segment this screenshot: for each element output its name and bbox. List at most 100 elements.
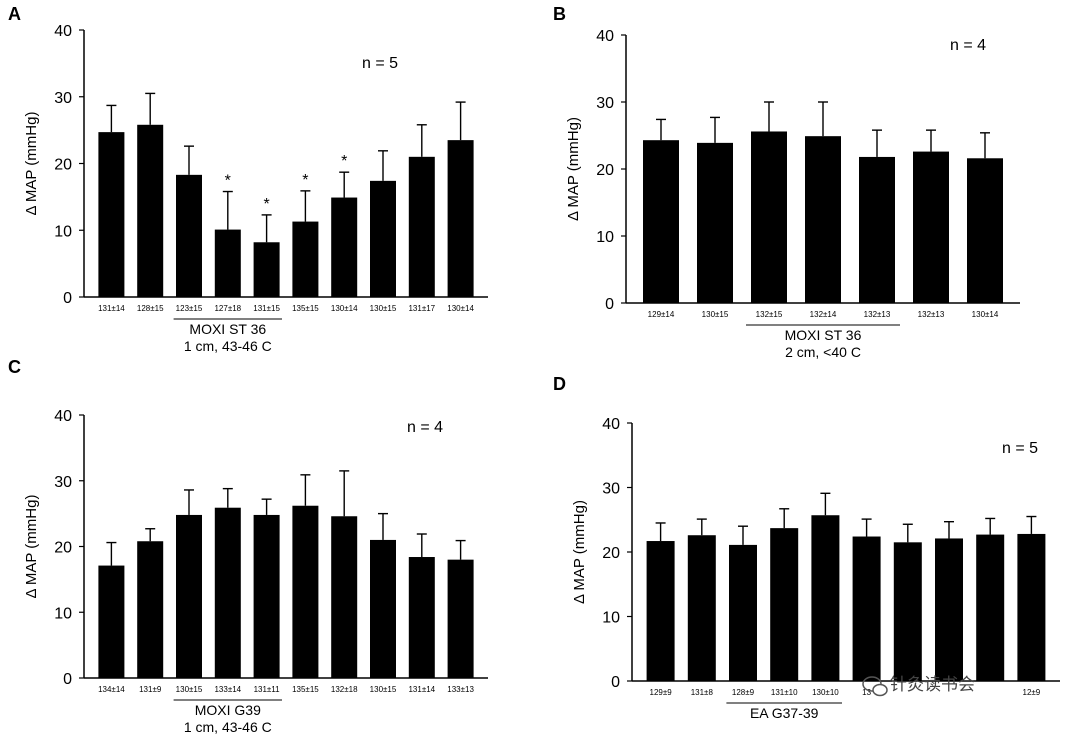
- bar: [811, 515, 840, 681]
- y-tick-label: 20: [54, 540, 72, 557]
- bar: [292, 221, 319, 297]
- x-tick-label: 127±18: [214, 304, 241, 313]
- sample-size-label: n = 5: [1002, 440, 1038, 457]
- wechat-icon: [862, 676, 888, 697]
- y-axis-label: Δ MAP (mmHg): [571, 500, 588, 604]
- chart-panel-b: B 0 10 20 30 40 Δ MAP (mmHg) n = 4 129±14 130±15 1…: [553, 4, 1020, 360]
- bar: [852, 536, 881, 681]
- bar: [176, 514, 202, 678]
- x-tick-label: 123±15: [176, 304, 203, 313]
- x-tick-label: 130±15: [370, 685, 397, 694]
- x-tick-label: 130±15: [702, 310, 729, 319]
- bar: [646, 541, 675, 681]
- y-tick-label: 10: [54, 605, 72, 622]
- bar: [976, 534, 1005, 681]
- wechat-icon-bubble-small: [872, 683, 888, 697]
- x-tick-label: 130±14: [331, 304, 358, 313]
- x-tick-label: 131±8: [691, 688, 714, 697]
- x-tick-label: 13: [862, 688, 871, 697]
- x-tick-label: 135±15: [292, 685, 319, 694]
- bar: [253, 242, 280, 297]
- x-tick-label: 133±14: [214, 685, 241, 694]
- group-label: MOXI ST 36: [189, 321, 266, 337]
- significance-marker: *: [341, 153, 347, 170]
- y-axis-label: Δ MAP (mmHg): [23, 495, 40, 599]
- bar: [697, 142, 733, 303]
- panel-letter: D: [553, 374, 566, 394]
- y-tick-label: 40: [596, 28, 614, 45]
- bar: [1017, 533, 1046, 681]
- sample-size-label: n = 4: [950, 37, 986, 54]
- x-tick-label: 132±15: [756, 310, 783, 319]
- bar: [447, 559, 474, 678]
- y-tick-label: 10: [602, 610, 620, 627]
- bar: [967, 158, 1003, 303]
- bar: [751, 131, 787, 303]
- y-tick-label: 20: [602, 545, 620, 562]
- sample-size-label: n = 4: [407, 419, 443, 436]
- y-tick-label: 30: [602, 481, 620, 498]
- panel-letter: B: [553, 4, 566, 24]
- x-tick-label: 132±14: [810, 310, 837, 319]
- bar: [859, 156, 895, 303]
- y-tick-label: 0: [605, 296, 614, 313]
- x-tick-label: 130±14: [447, 304, 474, 313]
- y-tick-label: 20: [596, 162, 614, 179]
- bar: [98, 565, 125, 678]
- chart-panel-a: A 0 10 20 30 40 Δ MAP (mmHg) n = 5 131±14 128±15 1…: [8, 4, 488, 354]
- x-tick-label: 131±14: [408, 685, 435, 694]
- group-label: MOXI ST 36: [785, 327, 862, 343]
- bar: [643, 140, 679, 303]
- bar: [729, 544, 757, 681]
- x-tick-label: 128±15: [137, 304, 164, 313]
- group-condition-label: 1 cm, 43-46 C: [184, 719, 272, 735]
- bar: [408, 557, 435, 678]
- x-tick-label: 130±15: [370, 304, 397, 313]
- y-tick-label: 40: [54, 408, 72, 425]
- x-tick-label: 135±15: [292, 304, 319, 313]
- x-tick-label: 12±9: [1023, 688, 1041, 697]
- x-tick-label: 129±14: [648, 310, 675, 319]
- x-tick-label: 131±9: [139, 685, 162, 694]
- y-tick-label: 10: [54, 223, 72, 240]
- bar: [935, 538, 963, 681]
- x-tick-label: 132±13: [918, 310, 945, 319]
- x-tick-label: 131±14: [98, 304, 125, 313]
- y-tick-label: 40: [54, 23, 72, 40]
- x-tick-label: 131±11: [254, 685, 281, 694]
- group-label: MOXI G39: [195, 702, 261, 718]
- sample-size-label: n = 5: [362, 55, 398, 72]
- x-tick-label: 132±13: [864, 310, 891, 319]
- bar: [408, 156, 435, 297]
- bar: [770, 528, 799, 681]
- bar: [214, 507, 241, 678]
- x-tick-label: 132±18: [331, 685, 358, 694]
- y-tick-label: 0: [63, 290, 72, 307]
- y-tick-label: 40: [602, 416, 620, 433]
- x-tick-label: 131±17: [408, 304, 435, 313]
- panel-letter: C: [8, 357, 21, 377]
- bar: [214, 229, 241, 297]
- chart-panel-c: C 0 10 20 30 40 Δ MAP (mmHg) n = 4 134±14 131±9 13…: [8, 357, 488, 735]
- watermark-text: 针灸读书会: [890, 675, 975, 695]
- bar: [687, 535, 716, 681]
- bar: [253, 514, 280, 678]
- bar: [370, 180, 396, 297]
- bar: [137, 124, 164, 297]
- bar: [913, 151, 949, 303]
- bar: [98, 132, 125, 297]
- x-tick-label: 130±15: [176, 685, 203, 694]
- bar: [331, 516, 358, 678]
- significance-marker: *: [225, 173, 231, 190]
- bar: [292, 505, 319, 678]
- watermark: 针灸读书会: [862, 675, 975, 697]
- x-tick-label: 130±14: [972, 310, 999, 319]
- y-tick-label: 20: [54, 157, 72, 174]
- y-tick-label: 0: [611, 674, 620, 691]
- group-label: EA G37-39: [750, 705, 819, 721]
- bar: [447, 140, 474, 297]
- x-tick-label: 131±15: [253, 304, 280, 313]
- y-tick-label: 0: [63, 671, 72, 688]
- y-tick-label: 30: [596, 95, 614, 112]
- x-tick-label: 133±13: [447, 685, 474, 694]
